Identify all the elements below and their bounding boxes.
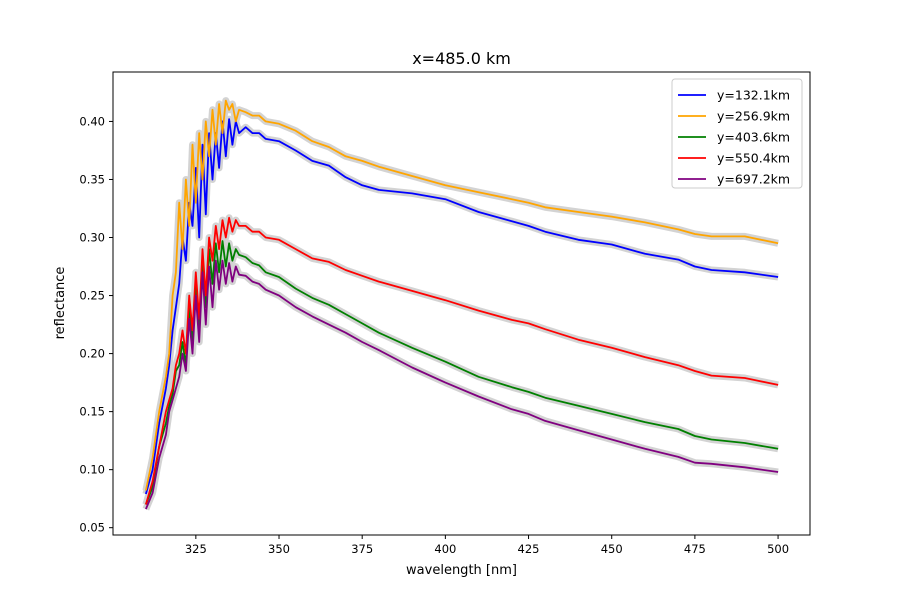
y-tick-label: 0.05 <box>79 521 105 535</box>
x-tick-label: 375 <box>351 542 373 556</box>
uncertainty-band-4 <box>142 257 779 511</box>
x-tick-label: 425 <box>518 542 540 556</box>
series-line-0 <box>145 118 779 495</box>
y-tick-label: 0.15 <box>79 405 105 419</box>
series-line-1 <box>145 99 779 491</box>
legend-box <box>671 78 803 189</box>
series-lines <box>145 99 779 510</box>
series-line-4 <box>145 259 779 510</box>
series-line-2 <box>145 240 779 505</box>
x-tick-label: 325 <box>185 542 207 556</box>
x-tick-label: 475 <box>684 542 706 556</box>
y-axis-ticks: 0.05 0.10 0.15 0.20 0.25 0.30 0.35 0.40 <box>79 114 113 535</box>
x-tick-label: 500 <box>767 542 789 556</box>
legend-label: y=403.6km <box>717 130 790 145</box>
legend-label: y=697.2km <box>717 172 790 187</box>
legend: y=132.1km y=256.9km y=403.6km y=550.4km y=69… <box>671 78 803 189</box>
x-axis-ticks: 325 350 375 400 425 450 475 500 <box>185 535 789 556</box>
uncertainty-band-2 <box>142 237 779 506</box>
y-tick-label: 0.35 <box>79 172 105 186</box>
y-tick-label: 0.20 <box>79 347 105 361</box>
plot-frame <box>112 71 811 536</box>
y-axis-label: reflectance <box>53 267 68 340</box>
x-tick-label: 350 <box>268 542 290 556</box>
y-tick-label: 0.40 <box>79 114 105 128</box>
legend-label: y=132.1km <box>717 88 790 103</box>
legend-label: y=256.9km <box>717 109 790 124</box>
chart-title: x=485.0 km <box>412 49 511 68</box>
y-tick-label: 0.25 <box>79 289 105 303</box>
legend-label: y=550.4km <box>717 151 790 166</box>
x-tick-label: 450 <box>601 542 623 556</box>
x-tick-label: 400 <box>434 542 456 556</box>
x-axis-label: wavelength [nm] <box>406 563 517 578</box>
y-tick-label: 0.30 <box>79 231 105 245</box>
y-tick-label: 0.10 <box>79 463 105 477</box>
series-line-3 <box>145 216 779 505</box>
